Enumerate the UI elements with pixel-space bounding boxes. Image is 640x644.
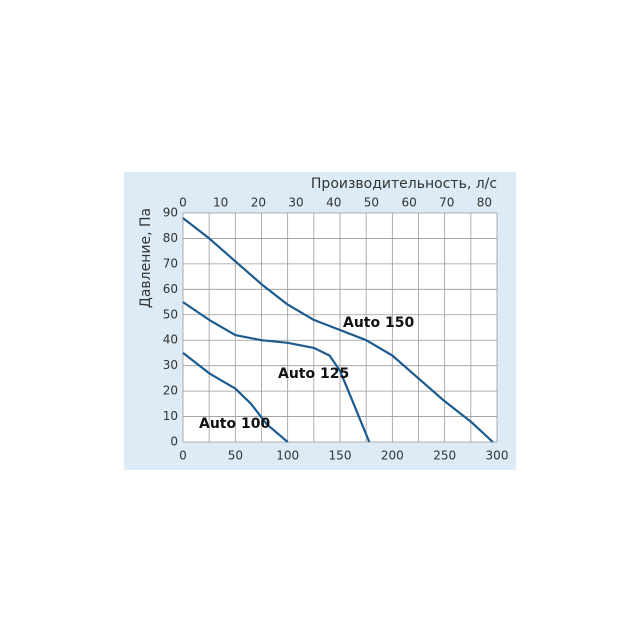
x-tick-label: 0 [179,449,187,463]
y-tick-label: 50 [163,307,178,321]
y-tick-label: 90 [163,206,178,220]
x-tick-label: 250 [433,449,456,463]
x-tick-label: 100 [276,449,299,463]
x-tick-label: 300 [486,449,509,463]
y-tick-label: 10 [163,409,178,423]
y-tick-label: 30 [163,358,178,372]
y-tick-label: 70 [163,256,178,270]
curve-label: Auto 150 [343,315,414,331]
x2-tick-label: 30 [288,196,303,210]
top-axis-title: Производительность, л/с [311,176,497,192]
y-tick-label: 40 [163,333,178,347]
curve [182,301,371,443]
x2-tick-label: 0 [179,196,187,210]
x-tick-label: 50 [228,449,243,463]
x2-tick-label: 40 [326,196,341,210]
curve-label: Auto 125 [278,366,349,382]
y-tick-label: 20 [163,384,178,398]
x2-tick-label: 60 [401,196,416,210]
x2-tick-label: 50 [364,196,379,210]
x2-tick-label: 70 [439,196,454,210]
x-tick-label: 200 [381,449,404,463]
x2-tick-label: 10 [213,196,228,210]
y-tick-label: 60 [163,282,178,296]
curve [182,217,494,443]
x2-tick-label: 20 [251,196,266,210]
y-tick-label: 80 [163,231,178,245]
y-tick-label: 0 [170,435,178,449]
x-tick-label: 150 [329,449,352,463]
curve [182,352,289,443]
y-axis-title: Давление, Па [138,208,154,308]
curve-label: Auto 100 [199,416,270,432]
x2-tick-label: 80 [477,196,492,210]
